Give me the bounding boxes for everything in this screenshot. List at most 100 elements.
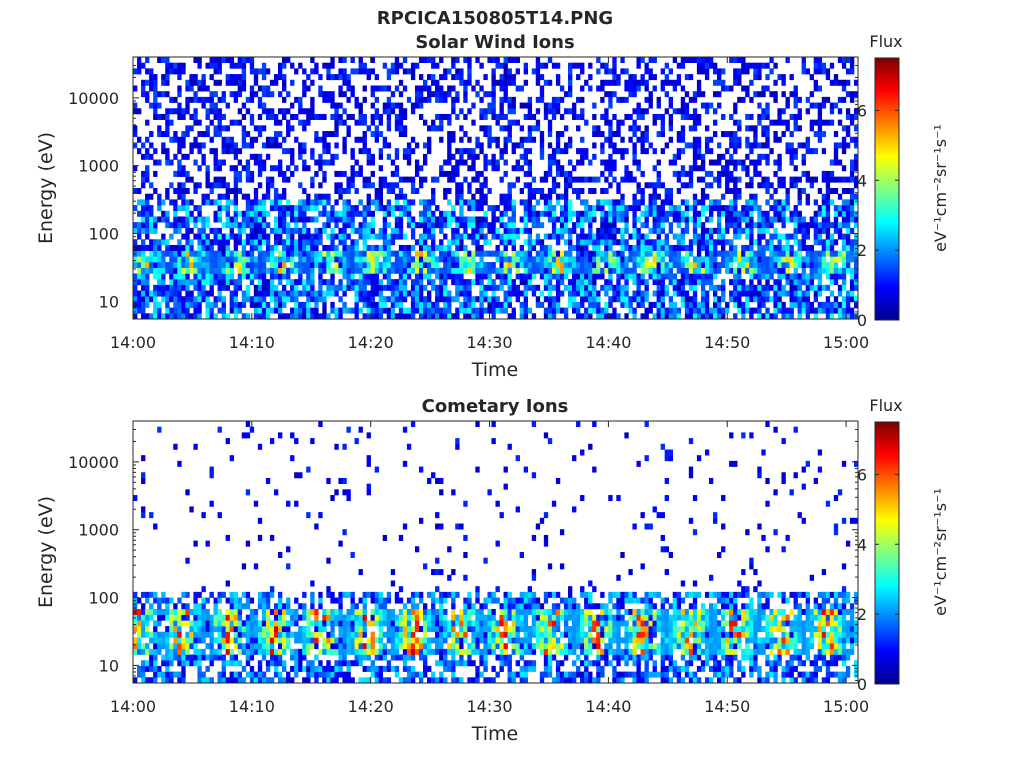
spectrogram-cell xyxy=(733,227,738,234)
spectrogram-cell xyxy=(282,262,287,269)
spectrogram-cell xyxy=(451,256,456,263)
spectrogram-cell xyxy=(604,222,609,229)
spectrogram-cell xyxy=(817,250,823,257)
spectrogram-cell xyxy=(157,199,162,206)
spectrogram-cell xyxy=(656,284,661,291)
spectrogram-cell xyxy=(278,301,283,308)
spectrogram-cell xyxy=(503,148,508,155)
spectrogram-cell xyxy=(322,210,327,217)
spectrogram-cell xyxy=(656,182,661,189)
spectrogram-cell xyxy=(551,313,557,320)
spectrogram-cell xyxy=(620,193,625,200)
spectrogram-cell xyxy=(431,279,436,286)
spectrogram-cell xyxy=(692,119,698,126)
spectrogram-cell xyxy=(624,267,629,274)
spectrogram-cell xyxy=(205,182,210,189)
spectrogram-cell xyxy=(181,165,186,172)
spectrogram-cell xyxy=(455,159,460,166)
spectrogram-cell xyxy=(809,125,814,132)
spectrogram-cell xyxy=(435,216,440,223)
spectrogram-cell xyxy=(237,210,243,217)
spectrogram-cell xyxy=(249,96,255,103)
spectrogram-cell xyxy=(648,301,653,308)
x-tick-label: 14:40 xyxy=(585,333,631,352)
spectrogram-cell xyxy=(829,267,835,274)
spectrogram-cell xyxy=(382,176,388,183)
spectrogram-cell xyxy=(253,296,259,303)
spectrogram-cell xyxy=(797,262,802,269)
spectrogram-cell xyxy=(572,113,577,120)
spectrogram-cell xyxy=(463,307,468,314)
spectrogram-cell xyxy=(173,131,178,138)
spectrogram-cell xyxy=(435,205,440,212)
spectrogram-cell xyxy=(169,250,174,257)
spectrogram-cell xyxy=(825,267,831,274)
spectrogram-cell xyxy=(668,227,674,234)
spectrogram-cell xyxy=(845,313,851,320)
spectrogram-cell xyxy=(624,68,629,75)
spectrogram-cell xyxy=(765,239,770,246)
spectrogram-cell xyxy=(668,199,674,206)
spectrogram-cell xyxy=(358,136,363,143)
spectrogram-cell xyxy=(366,176,371,183)
spectrogram-cell xyxy=(169,313,174,320)
spectrogram-cell xyxy=(596,227,601,234)
spectrogram-cell xyxy=(704,279,710,286)
spectrogram-cell xyxy=(737,267,742,274)
spectrogram-cell xyxy=(197,233,202,240)
spectrogram-cell xyxy=(576,176,581,183)
spectrogram-cell xyxy=(346,262,351,269)
spectrogram-cell xyxy=(479,301,484,308)
spectrogram-cell xyxy=(394,182,400,189)
spectrogram-cell xyxy=(382,301,388,308)
spectrogram-cell xyxy=(310,290,315,297)
spectrogram-cell xyxy=(342,284,347,291)
spectrogram-cell xyxy=(427,91,432,98)
spectrogram-cell xyxy=(302,239,307,246)
spectrogram-cell xyxy=(580,267,585,274)
spectrogram-cell xyxy=(568,256,573,263)
spectrogram-cell xyxy=(257,239,263,246)
spectrogram-cell xyxy=(318,313,323,320)
spectrogram-cell xyxy=(717,313,722,320)
spectrogram-cell xyxy=(563,250,569,257)
spectrogram-cell xyxy=(402,256,408,263)
spectrogram-cell xyxy=(559,250,565,257)
spectrogram-cell xyxy=(173,170,178,177)
spectrogram-cell xyxy=(225,210,230,217)
spectrogram-cell xyxy=(499,284,504,291)
spectrogram-cell xyxy=(406,176,412,183)
spectrogram-cell xyxy=(213,296,218,303)
spectrogram-cell xyxy=(737,290,742,297)
spectrogram-cell xyxy=(209,74,214,81)
spectrogram-cell xyxy=(749,313,754,320)
panel-title: Cometary Ions xyxy=(422,396,569,417)
spectrogram-cell xyxy=(418,216,424,223)
spectrogram-cell xyxy=(471,176,476,183)
spectrogram-cell xyxy=(833,210,839,217)
spectrogram-cell xyxy=(406,68,412,75)
spectrogram-cell xyxy=(507,262,512,269)
spectrogram-cell xyxy=(326,142,331,149)
spectrogram-cell xyxy=(511,222,516,229)
spectrogram-cell xyxy=(688,142,694,149)
spectrogram-cell xyxy=(612,222,617,229)
spectrogram-cell xyxy=(213,313,218,320)
spectrogram-cell xyxy=(406,262,412,269)
spectrogram-cell xyxy=(495,296,500,303)
spectrogram-cell xyxy=(225,199,230,206)
spectrogram-cell xyxy=(688,125,694,132)
spectrogram-cell xyxy=(761,62,766,69)
spectrogram-cell xyxy=(273,113,279,120)
spectrogram-cell xyxy=(559,165,565,172)
spectrogram-cell xyxy=(821,68,827,75)
spectrogram-cell xyxy=(523,250,529,257)
spectrogram-cell xyxy=(278,108,283,115)
spectrogram-cell xyxy=(233,279,239,286)
spectrogram-cell xyxy=(402,279,408,286)
spectrogram-cell xyxy=(197,284,202,291)
spectrogram-cell xyxy=(483,159,488,166)
spectrogram-cell xyxy=(133,290,138,297)
spectrogram-cell xyxy=(435,79,440,86)
spectrogram-cell xyxy=(394,68,400,75)
